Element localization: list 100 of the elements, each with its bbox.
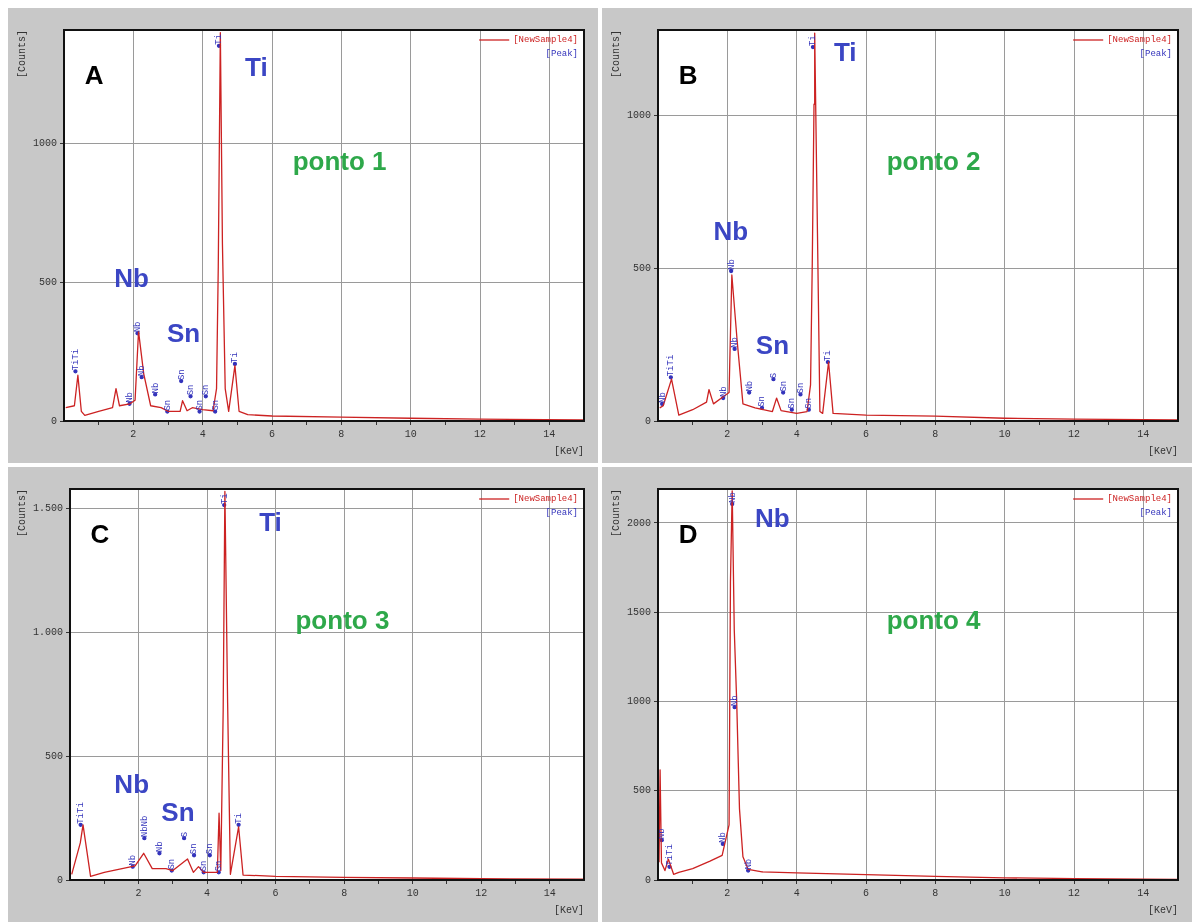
x-tick-label: 12: [1067, 428, 1081, 440]
data-label: Nb: [128, 854, 139, 866]
x-tick-label: 12: [475, 887, 488, 899]
data-label: Sn: [205, 843, 216, 855]
data-label: Sn: [162, 399, 173, 411]
text: C: [90, 519, 110, 550]
x-tick-label: 10: [998, 428, 1011, 440]
x-tick-label: 4: [793, 428, 800, 440]
text: [Peak]: [545, 49, 578, 60]
data-label: Sn: [787, 397, 798, 409]
x-tick-label: 4: [793, 887, 800, 899]
annotation: Sn: [161, 796, 195, 827]
data-label: Nb: [124, 391, 135, 403]
x-tick-label: 14: [1137, 887, 1150, 899]
data-label: Sn: [167, 858, 178, 870]
annotation: Nb: [114, 263, 149, 294]
x-axis-title: [KeV]: [1147, 904, 1178, 916]
data-label: Nb: [150, 382, 161, 394]
data-label: Ti: [233, 813, 244, 824]
y-tick-label: 2000: [626, 517, 651, 529]
data-label: Sn: [214, 860, 225, 872]
x-tick-label: 6: [862, 887, 870, 899]
x-axis-title: [KeV]: [1147, 445, 1178, 457]
x-tick-label: 14: [543, 428, 556, 440]
text: D: [678, 519, 698, 550]
x-tick-label: 2: [135, 887, 142, 899]
x-tick-label: 12: [1067, 887, 1081, 899]
data-label: Sn: [757, 396, 768, 407]
y-axis-title: [Counts]: [610, 489, 622, 538]
x-tick-label: 6: [272, 887, 279, 899]
data-label: TiTi: [76, 802, 87, 824]
y-axis-title: [Counts]: [16, 489, 28, 538]
data-label: Nb: [743, 858, 754, 870]
data-label: Nb: [657, 392, 668, 403]
x-tick-label: 10: [998, 887, 1011, 899]
y-tick-label: 0: [50, 415, 57, 427]
y-tick-label: 0: [644, 874, 651, 886]
data-label: TiTi: [70, 348, 81, 371]
y-tick-label: 1500: [626, 606, 651, 618]
data-label: Nb: [730, 337, 741, 348]
data-label: Nb: [718, 386, 729, 398]
y-tick-label: 1000: [626, 696, 651, 708]
data-label: NbNb: [139, 815, 150, 838]
data-label: Nb: [154, 841, 165, 853]
data-label: Sn: [176, 369, 187, 381]
annotation: Ti: [833, 36, 857, 67]
x-tick-label: 12: [473, 428, 487, 440]
y-tick-label: 0: [644, 415, 651, 427]
data-label: Ti: [219, 493, 230, 505]
x-tick-label: 6: [268, 428, 276, 440]
y-axis-title: [Counts]: [16, 30, 28, 79]
data-label: TiTi: [664, 844, 675, 866]
data-label: Sn: [199, 860, 210, 872]
x-tick-label: 10: [406, 887, 419, 899]
text: [Peak]: [1139, 508, 1172, 519]
annotation: Ti: [259, 507, 282, 538]
data-label: Ti: [214, 33, 225, 45]
data-label: Nb: [132, 321, 143, 333]
legend-label: [NewSample4]: [513, 494, 578, 505]
legend-label: [NewSample4]: [1107, 494, 1172, 505]
legend-label: [NewSample4]: [513, 35, 578, 46]
x-tick-label: 6: [862, 428, 870, 440]
data-label: Nb: [730, 695, 741, 707]
annotation: Nb: [713, 216, 749, 247]
data-label: Nb: [727, 492, 738, 503]
y-tick-label: 0: [56, 874, 63, 886]
x-tick-label: 2: [724, 428, 731, 440]
x-axis-title: [KeV]: [553, 904, 584, 916]
y-tick-label: 500: [632, 262, 651, 274]
annotation: Ti: [245, 52, 268, 83]
data-label: Sn: [189, 843, 200, 855]
y-tick-label: 1000: [626, 110, 651, 122]
data-label: Ti: [808, 35, 819, 47]
legend-label: [NewSample4]: [1107, 35, 1172, 46]
annotation: Sn: [166, 318, 201, 349]
data-label: Nb: [718, 832, 729, 843]
y-tick-label: 500: [44, 750, 63, 762]
y-tick-label: 1.000: [32, 627, 63, 639]
text: [Peak]: [1139, 49, 1172, 60]
y-axis-title: [Counts]: [610, 30, 622, 79]
data-label: Sn: [185, 384, 196, 396]
annotation: Nb: [114, 769, 150, 800]
data-label: Sn: [194, 399, 205, 411]
x-tick-label: 4: [204, 887, 211, 899]
x-tick-label: 2: [724, 887, 731, 899]
y-tick-label: 500: [38, 276, 57, 288]
data-label: Nb: [137, 365, 148, 377]
text: ponto 1: [292, 146, 387, 177]
data-label: Ti: [230, 352, 241, 363]
x-tick-label: 8: [932, 428, 939, 440]
data-label: Sn: [201, 384, 212, 396]
data-label: Nb: [744, 380, 755, 392]
data-label: S: [768, 372, 779, 379]
text: A: [84, 60, 104, 91]
y-tick-label: 500: [632, 785, 651, 797]
x-tick-label: 14: [1137, 428, 1150, 440]
data-label: Sn: [795, 382, 806, 394]
text: B: [678, 60, 698, 91]
data-label: Nb: [726, 259, 737, 271]
y-tick-label: 1000: [32, 138, 57, 150]
